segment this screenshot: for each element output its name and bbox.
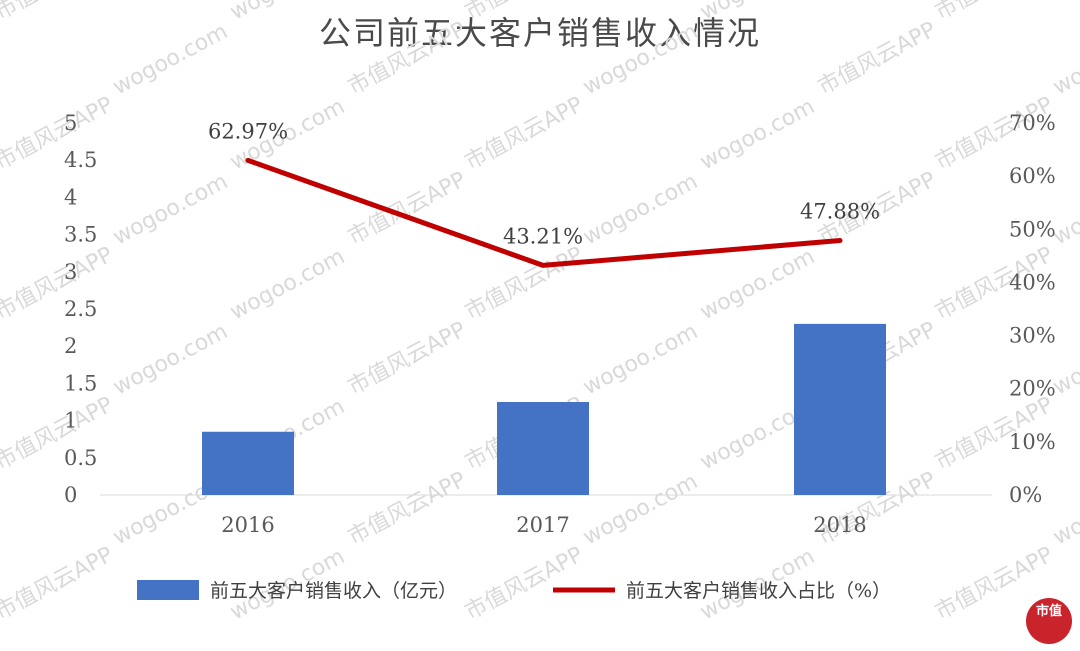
- y-right-tick-label: 20%: [1009, 377, 1056, 401]
- y-left-tick-label: 1: [64, 409, 77, 433]
- bar: [202, 431, 294, 495]
- y-left-tick-label: 4: [64, 185, 77, 209]
- watermark-text: wogoo.com: [579, 469, 702, 550]
- y-left-tick-label: 2.5: [64, 297, 97, 321]
- data-label: 62.97%: [208, 119, 288, 143]
- watermark-text: wogoo.com: [696, 94, 819, 175]
- watermark-text: wogoo.com: [109, 19, 232, 100]
- legend-label: 前五大客户销售收入占比（%）: [626, 580, 891, 602]
- y-left-tick-label: 4.5: [64, 148, 97, 172]
- y-right-tick-label: 50%: [1009, 217, 1056, 241]
- y-left-tick-label: 2: [64, 334, 77, 358]
- y-left-tick-label: 1.5: [64, 371, 97, 395]
- y-right-tick-label: 10%: [1009, 430, 1056, 454]
- watermark-text: wogoo.com: [109, 169, 232, 250]
- watermark-text: 市值风云APP: [461, 0, 587, 25]
- y-axis-right: 0% 10% 20% 30% 40% 50% 60% 70%: [1009, 111, 1056, 507]
- x-tick-label: 2016: [221, 513, 274, 537]
- legend-label: 前五大客户销售收入（亿元）: [210, 580, 457, 602]
- watermark-text: 市值风云APP: [0, 542, 117, 625]
- chart-title: 公司前五大客户销售收入情况: [318, 14, 761, 52]
- watermark-text: 市值风云APP: [0, 242, 117, 325]
- y-right-tick-label: 30%: [1009, 324, 1056, 348]
- watermark-text: wogoo.com: [1049, 19, 1080, 100]
- y-left-tick-label: 3.5: [64, 223, 97, 247]
- watermark-text: 市值风云APP: [814, 17, 940, 100]
- watermark-text: 市值风云APP: [931, 0, 1057, 25]
- y-left-tick-label: 0: [64, 483, 77, 507]
- watermark-text: wogoo.com: [696, 0, 819, 25]
- bar: [497, 402, 589, 495]
- watermark-text: wogoo.com: [226, 244, 349, 325]
- watermark-text: 市值风云APP: [461, 542, 587, 625]
- y-axis-left: 0 0.5 1 1.5 2 2.5 3 3.5 4 4.5 5: [64, 111, 97, 507]
- data-label: 43.21%: [503, 224, 583, 248]
- y-right-tick-label: 70%: [1009, 111, 1056, 135]
- line-point: [839, 239, 841, 242]
- line-point: [247, 159, 249, 162]
- watermark-text: wogoo.com: [579, 169, 702, 250]
- y-left-tick-label: 3: [64, 260, 77, 284]
- watermark-text: 市值风云APP: [344, 467, 470, 550]
- watermark-text: 市值风云APP: [0, 392, 117, 475]
- watermark-text: wogoo.com: [696, 244, 819, 325]
- x-tick-label: 2017: [516, 513, 569, 537]
- watermark-text: wogoo.com: [579, 19, 702, 100]
- data-label: 47.88%: [800, 200, 880, 224]
- legend: 前五大客户销售收入（亿元） 前五大客户销售收入占比（%）: [137, 580, 891, 602]
- y-left-tick-label: 5: [64, 111, 77, 135]
- watermark-text: 市值风云APP: [344, 317, 470, 400]
- watermark-text: 市值风云APP: [461, 242, 587, 325]
- x-tick-label: 2018: [813, 513, 866, 537]
- y-right-tick-label: 40%: [1009, 270, 1056, 294]
- watermark-text: wogoo.com: [226, 0, 349, 25]
- seal-icon: [1026, 598, 1072, 644]
- watermark-text: 市值风云APP: [344, 17, 470, 100]
- line-series: 62.97% 43.21% 47.88%: [208, 119, 880, 268]
- watermark-text: wogoo.com: [1049, 469, 1080, 550]
- x-axis: 2016 2017 2018: [100, 494, 992, 537]
- bar: [794, 323, 886, 495]
- y-right-tick-label: 0%: [1009, 483, 1042, 507]
- y-left-tick-label: 0.5: [64, 446, 97, 470]
- watermark-text: 市值风云APP: [0, 92, 117, 175]
- bar-series: [202, 323, 886, 495]
- seal-text: 市值: [1035, 604, 1062, 619]
- line-point: [542, 264, 544, 267]
- watermark-text: 市值风云APP: [344, 167, 470, 250]
- watermark-text: 市值风云APP: [0, 0, 117, 25]
- legend-swatch-bar: [137, 580, 199, 600]
- watermark-text: wogoo.com: [579, 319, 702, 400]
- watermark-text: 市值风云APP: [461, 92, 587, 175]
- watermark-text: wogoo.com: [109, 319, 232, 400]
- y-right-tick-label: 60%: [1009, 164, 1056, 188]
